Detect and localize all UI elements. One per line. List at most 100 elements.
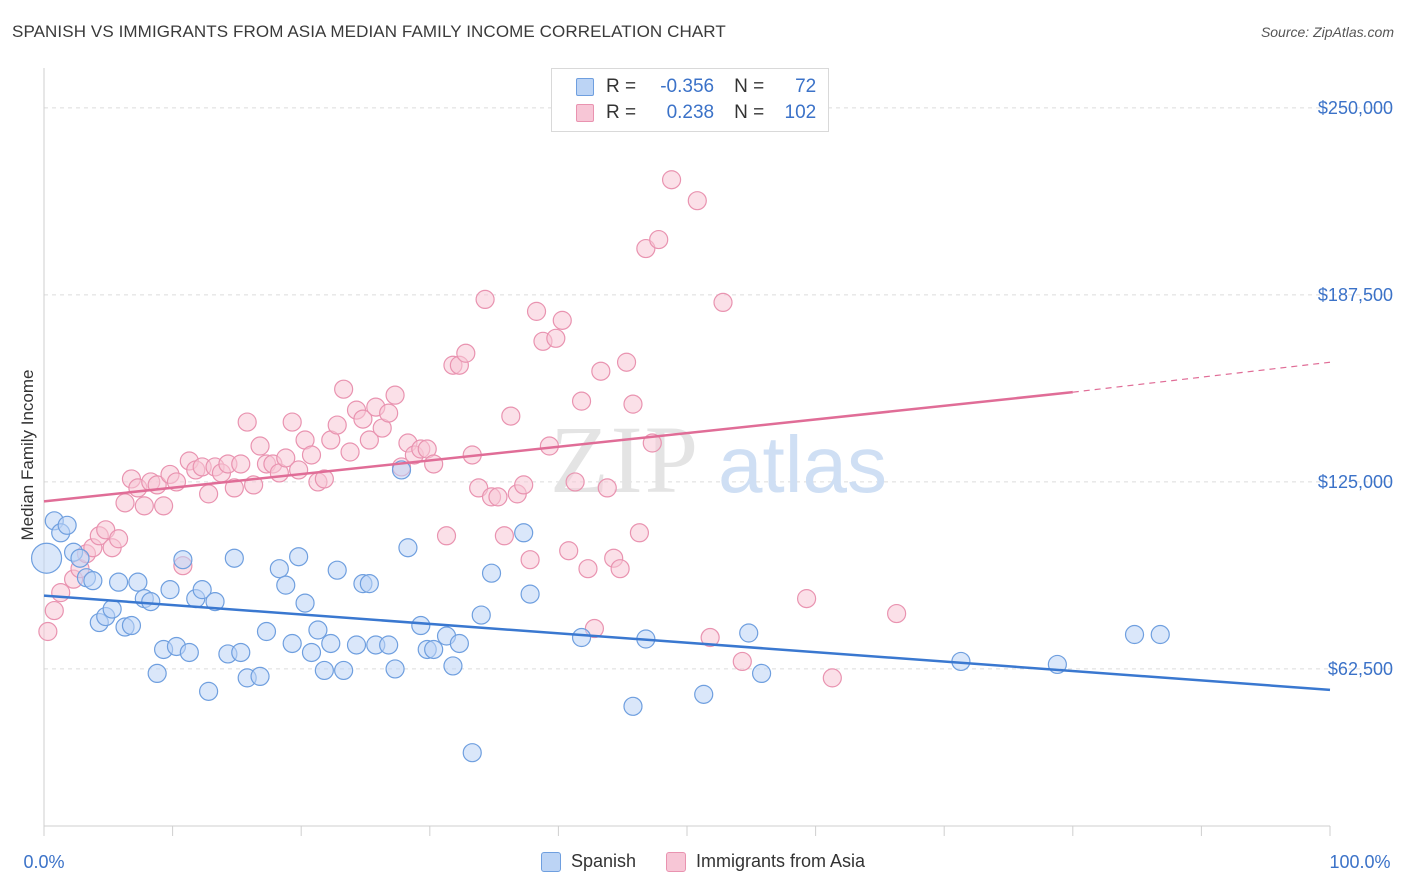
trend-lines [43,361,1331,692]
point-immigrants-from-asia [231,454,251,474]
trend-line-spanish [43,594,1331,692]
point-immigrants-from-asia [314,469,334,489]
point-immigrants-from-asia [488,487,508,507]
legend-n-value: 102 [784,102,817,123]
point-spanish [385,659,405,679]
legend-row-spanish: R = -0.356 N = 72 [576,75,816,99]
point-spanish [411,615,431,636]
point-spanish [108,572,129,592]
legend-row-asia: R = 0.238 N = 102 [576,101,816,125]
y-tick-label: $187,500 [1318,285,1393,305]
point-immigrants-from-asia [199,484,219,504]
point-spanish [694,684,714,704]
point-immigrants-from-asia [276,448,296,468]
point-immigrants-from-asia [565,472,585,492]
legend-item-spanish[interactable]: Spanish [540,851,636,872]
point-spanish [1150,624,1170,645]
point-spanish [141,591,161,612]
point-immigrants-from-asia [520,550,540,570]
point-immigrants-from-asia [687,191,707,211]
point-spanish [1124,624,1145,645]
point-spanish [334,660,354,681]
point-spanish [443,656,463,676]
point-immigrants-from-asia [732,651,752,672]
point-spanish [295,593,315,613]
point-immigrants-from-asia [250,436,270,456]
point-immigrants-from-asia [526,301,547,321]
point-spanish [327,560,347,580]
point-spanish [192,580,212,600]
series-legend: Spanish Immigrants from Asia [0,851,1406,872]
point-immigrants-from-asia [237,412,257,432]
point-spanish [269,559,289,579]
point-immigrants-from-asia [353,409,373,429]
point-spanish [359,574,379,594]
series-spanish [30,460,1170,763]
legend-n-value: 72 [795,76,817,97]
legend-label-spanish: Spanish [570,851,636,871]
watermark: ZIP atlas [550,406,887,513]
point-immigrants-from-asia [224,478,244,498]
y-tick-label: $125,000 [1318,472,1393,492]
point-immigrants-from-asia [340,442,360,462]
y-tick-label: $62,500 [1328,659,1393,679]
point-spanish [346,635,367,655]
legend-item-asia[interactable]: Immigrants from Asia [666,851,865,872]
point-immigrants-from-asia [379,403,399,423]
point-immigrants-from-asia [514,475,534,495]
point-immigrants-from-asia [546,328,566,348]
point-spanish [128,572,148,592]
point-spanish [739,623,759,643]
legend-r-value: 0.238 [666,102,715,123]
point-immigrants-from-asia [475,289,495,310]
point-immigrants-from-asia [436,526,457,546]
point-immigrants-from-asia [629,523,650,543]
point-spanish [462,743,482,763]
y-tick-labels: $62,500 $125,000 $187,500 $250,000 [1318,98,1393,679]
point-immigrants-from-asia [616,352,637,372]
point-spanish [751,663,772,684]
point-spanish [282,633,302,654]
point-immigrants-from-asia [38,621,58,642]
point-spanish [481,563,502,583]
point-spanish [121,615,142,636]
point-spanish [424,639,444,660]
point-spanish [289,547,309,567]
point-immigrants-from-asia [44,600,64,621]
point-spanish [250,666,270,687]
point-spanish [571,627,592,648]
point-immigrants-from-asia [610,559,630,579]
point-immigrants-from-asia [134,496,154,516]
point-spanish [160,580,180,600]
point-immigrants-from-asia [597,478,617,498]
point-spanish [57,515,77,535]
point-spanish [224,548,244,568]
legend-r-label: R = [606,76,637,97]
point-spanish [314,660,334,681]
point-immigrants-from-asia [623,394,643,414]
gridlines [44,107,1395,670]
axes [43,68,1331,836]
point-spanish [30,542,63,574]
point-spanish [147,663,167,684]
point-immigrants-from-asia [282,412,302,432]
watermark-zip: ZIP [550,406,700,513]
point-immigrants-from-asia [153,496,174,516]
point-immigrants-from-asia [700,627,720,648]
point-immigrants-from-asia [578,559,598,579]
point-immigrants-from-asia [51,583,71,603]
point-immigrants-from-asia [501,406,521,426]
point-spanish [398,538,418,558]
point-immigrants-from-asia [887,603,907,624]
point-spanish [205,591,225,612]
point-spanish [520,584,540,604]
point-immigrants-from-asia [649,229,669,250]
point-immigrants-from-asia [108,529,129,549]
point-spanish [391,460,412,480]
correlation-legend: R = -0.356 N = 72 R = 0.238 N = 102 [551,68,829,132]
point-immigrants-from-asia [713,292,733,312]
legend-r-value: -0.356 [660,76,715,97]
y-axis-label: Median Family Income [18,369,37,540]
point-spanish [173,550,193,570]
